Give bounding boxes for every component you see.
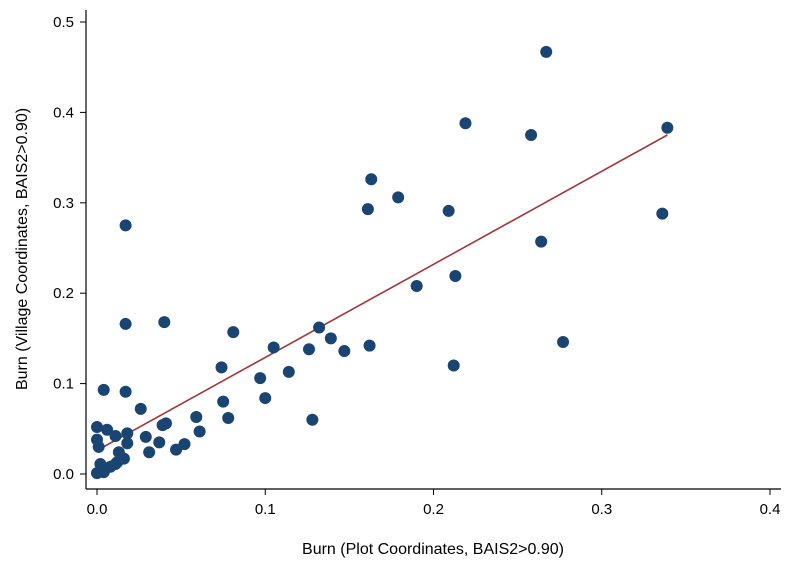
- data-point: [158, 316, 171, 329]
- data-point: [306, 413, 319, 426]
- data-point: [134, 402, 147, 415]
- y-tick-label: 0.5: [53, 14, 74, 31]
- data-point: [222, 411, 235, 424]
- axes: 0.0 0.1 0.2 0.3 0.4 0.0 0.1 0.2 0.3 0.4 0.5: [53, 10, 781, 518]
- y-axis-label: Burn (Village Coordinates, BAIS2>0.90): [14, 108, 31, 390]
- data-point: [215, 361, 228, 374]
- data-point: [313, 321, 326, 334]
- data-point: [109, 430, 122, 443]
- data-point: [217, 395, 230, 408]
- data-point: [101, 423, 114, 436]
- data-point: [170, 443, 183, 456]
- y-tick-label: 0.4: [53, 104, 74, 121]
- x-tick-label: 0.2: [423, 501, 444, 518]
- data-point: [193, 425, 206, 438]
- data-point: [143, 446, 156, 459]
- fit-line: [96, 134, 668, 452]
- data-point: [259, 392, 272, 405]
- data-point: [392, 191, 405, 204]
- data-point: [540, 45, 553, 58]
- data-point: [156, 419, 169, 432]
- data-point: [227, 326, 240, 339]
- data-point: [302, 343, 315, 356]
- data-point: [91, 420, 103, 433]
- data-point: [363, 339, 376, 352]
- data-point: [111, 456, 124, 469]
- x-tick-label: 0.0: [87, 501, 108, 518]
- points-group: [91, 45, 674, 480]
- data-point: [324, 332, 337, 345]
- y-tick-label: 0.2: [53, 285, 74, 302]
- data-point: [338, 345, 351, 358]
- data-point: [119, 219, 132, 232]
- data-point: [254, 372, 267, 385]
- x-tick-label: 0.4: [760, 501, 781, 518]
- data-point: [442, 204, 455, 217]
- data-point: [121, 427, 134, 440]
- y-tick-label: 0.3: [53, 195, 74, 212]
- data-point: [535, 235, 548, 248]
- data-point: [410, 279, 423, 292]
- data-point: [119, 385, 132, 398]
- data-point: [557, 336, 570, 349]
- data-point: [361, 203, 374, 216]
- data-point: [153, 436, 166, 449]
- data-point: [119, 317, 132, 330]
- x-tick-label: 0.1: [255, 501, 276, 518]
- data-point: [97, 383, 110, 396]
- x-axis-label: Burn (Plot Coordinates, BAIS2>0.90): [302, 541, 564, 558]
- data-point: [190, 411, 203, 424]
- data-point: [267, 341, 280, 354]
- fit-line-group: [96, 134, 668, 452]
- data-point: [656, 207, 669, 220]
- y-tick-label: 0.1: [53, 376, 74, 393]
- data-point: [449, 270, 462, 283]
- data-point: [139, 430, 152, 443]
- data-point: [661, 121, 674, 134]
- y-tick-label: 0.0: [53, 466, 74, 483]
- data-point: [121, 437, 134, 450]
- data-point: [459, 117, 472, 130]
- x-tick-label: 0.3: [591, 501, 612, 518]
- data-point: [447, 359, 460, 372]
- data-point: [282, 365, 295, 378]
- data-point: [97, 466, 110, 479]
- data-point: [365, 173, 378, 186]
- data-point: [525, 129, 538, 141]
- data-point: [92, 440, 105, 453]
